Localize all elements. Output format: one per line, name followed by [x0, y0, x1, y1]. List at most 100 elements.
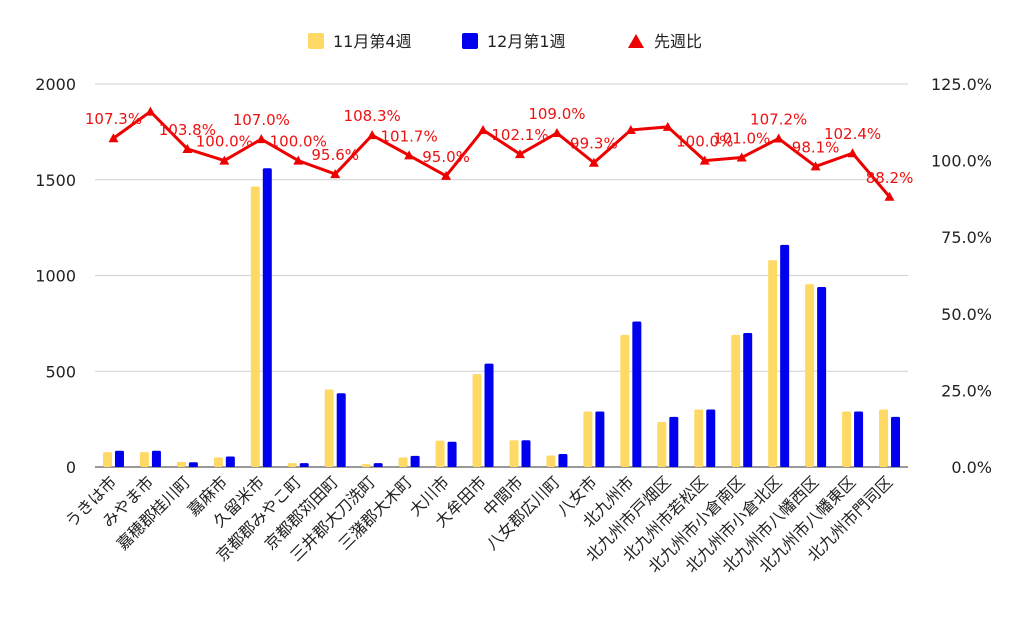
right-tick-label: 25.0% [941, 381, 992, 400]
left-axis-ticks: 0 500 1000 1500 2000 [35, 75, 76, 477]
ratio-marker[interactable] [773, 133, 784, 143]
bar-series-1[interactable] [694, 409, 704, 467]
ratio-data-label: 107.2% [750, 111, 807, 129]
bar-series-2[interactable] [410, 455, 420, 467]
bar-series-2[interactable] [891, 416, 901, 467]
legend-item-line[interactable]: 先週比 [628, 32, 702, 51]
bar-series-2[interactable] [706, 409, 716, 467]
ratio-marker[interactable] [514, 149, 525, 159]
bar-series-2[interactable] [114, 450, 124, 467]
bar-series-2[interactable] [817, 286, 827, 467]
bar-series-2[interactable] [447, 441, 457, 467]
legend-triangle-icon [628, 34, 644, 48]
bar-series-1[interactable] [546, 455, 556, 467]
bar-series-1[interactable] [324, 389, 334, 467]
ratio-data-label: 102.4% [824, 125, 881, 143]
ratio-marker[interactable] [219, 155, 230, 165]
ratio-marker[interactable] [293, 155, 304, 165]
ratio-data-label: 100.0% [270, 133, 327, 151]
bar-series-2[interactable] [336, 393, 346, 467]
ratio-marker[interactable] [256, 134, 267, 144]
ratio-marker[interactable] [551, 128, 562, 138]
bar-series-1[interactable] [176, 461, 186, 467]
legend-item-series-1[interactable]: 11月第4週 [308, 32, 412, 51]
bar-series-1[interactable] [842, 411, 852, 467]
bar-series-1[interactable] [879, 409, 889, 467]
bar-series-2[interactable] [262, 168, 272, 467]
ratio-data-label: 98.1% [792, 138, 840, 156]
left-tick-label: 2000 [35, 75, 76, 94]
legend-swatch-series-2 [462, 33, 478, 49]
bar-series-1[interactable] [768, 260, 778, 467]
ratio-marker[interactable] [145, 106, 156, 116]
right-tick-label: 50.0% [941, 305, 992, 324]
bar-series-2[interactable] [780, 244, 790, 467]
bar-series-1[interactable] [620, 334, 630, 467]
ratio-marker[interactable] [182, 143, 193, 153]
ratio-marker[interactable] [588, 157, 599, 167]
bar-series-1[interactable] [213, 457, 223, 467]
bar-series-2[interactable] [225, 456, 235, 467]
bar-series-2[interactable] [595, 411, 605, 467]
bar-series-1[interactable] [361, 464, 371, 467]
bar-series-2[interactable] [854, 411, 864, 467]
bar-series-2[interactable] [558, 453, 568, 467]
ratio-marker[interactable] [441, 170, 452, 180]
right-axis-ticks: 0.0% 25.0% 50.0% 75.0% 100.0% 125.0% [931, 75, 992, 477]
bar-series-1[interactable] [472, 374, 482, 467]
ratio-data-label: 88.2% [866, 169, 914, 187]
right-tick-label: 75.0% [941, 228, 992, 247]
ratio-data-label: 95.0% [422, 148, 470, 166]
ratio-data-label: 103.8% [159, 121, 216, 139]
bar-series-1[interactable] [805, 284, 815, 467]
ratio-marker[interactable] [736, 152, 747, 162]
ratio-marker[interactable] [478, 124, 489, 134]
bar-series-2[interactable] [373, 463, 383, 467]
ratio-line-group: 107.3%103.8%100.0%107.0%100.0%95.6%108.3… [85, 105, 913, 201]
bar-series-1[interactable] [250, 186, 260, 467]
ratio-marker[interactable] [404, 150, 415, 160]
legend: 11月第4週 12月第1週 先週比 [308, 32, 702, 51]
bar-series-2[interactable] [188, 462, 198, 467]
ratio-marker[interactable] [884, 191, 895, 201]
bar-series-2[interactable] [521, 440, 531, 467]
bar-series-1[interactable] [398, 457, 408, 467]
bar-series-1[interactable] [583, 411, 593, 467]
legend-label-series-1: 11月第4週 [333, 32, 412, 51]
ratio-marker[interactable] [810, 161, 821, 171]
bar-series-2[interactable] [743, 332, 753, 467]
bar-series-1[interactable] [102, 452, 112, 467]
legend-label-line: 先週比 [654, 32, 702, 51]
ratio-marker[interactable] [367, 130, 378, 140]
bar-series-2[interactable] [299, 463, 309, 467]
ratio-marker[interactable] [625, 124, 636, 134]
ratio-marker[interactable] [699, 155, 710, 165]
left-tick-label: 1500 [35, 171, 76, 190]
legend-item-series-2[interactable]: 12月第1週 [462, 32, 566, 51]
right-tick-label: 100.0% [931, 152, 992, 171]
left-tick-label: 0 [66, 458, 76, 477]
bar-series-2[interactable] [151, 450, 161, 467]
legend-label-series-2: 12月第1週 [487, 32, 566, 51]
bar-series-2[interactable] [669, 416, 679, 467]
bar-series-1[interactable] [435, 440, 445, 467]
bar-series-1[interactable] [657, 421, 667, 467]
ratio-marker[interactable] [330, 169, 341, 179]
bar-series-1[interactable] [731, 334, 741, 467]
ratio-marker[interactable] [847, 148, 858, 158]
category-labels: うきは市みやま市嘉穂郡桂川町嘉麻市久留米市京都郡みやこ町京都郡苅田町三井郡大刀洗… [62, 472, 897, 576]
ratio-marker[interactable] [108, 133, 119, 143]
ratio-data-label: 107.0% [233, 111, 290, 129]
bar-series-1[interactable] [287, 463, 297, 467]
bar-series-1[interactable] [509, 440, 519, 467]
bars-group [102, 168, 901, 467]
ratio-data-label: 100.0% [676, 133, 733, 151]
ratio-data-label: 101.7% [381, 127, 438, 145]
bar-series-2[interactable] [484, 363, 494, 467]
bar-series-1[interactable] [139, 452, 149, 467]
right-tick-label: 0.0% [951, 458, 992, 477]
ratio-marker[interactable] [662, 121, 673, 131]
bar-series-2[interactable] [632, 321, 642, 467]
legend-swatch-series-1 [308, 33, 324, 49]
